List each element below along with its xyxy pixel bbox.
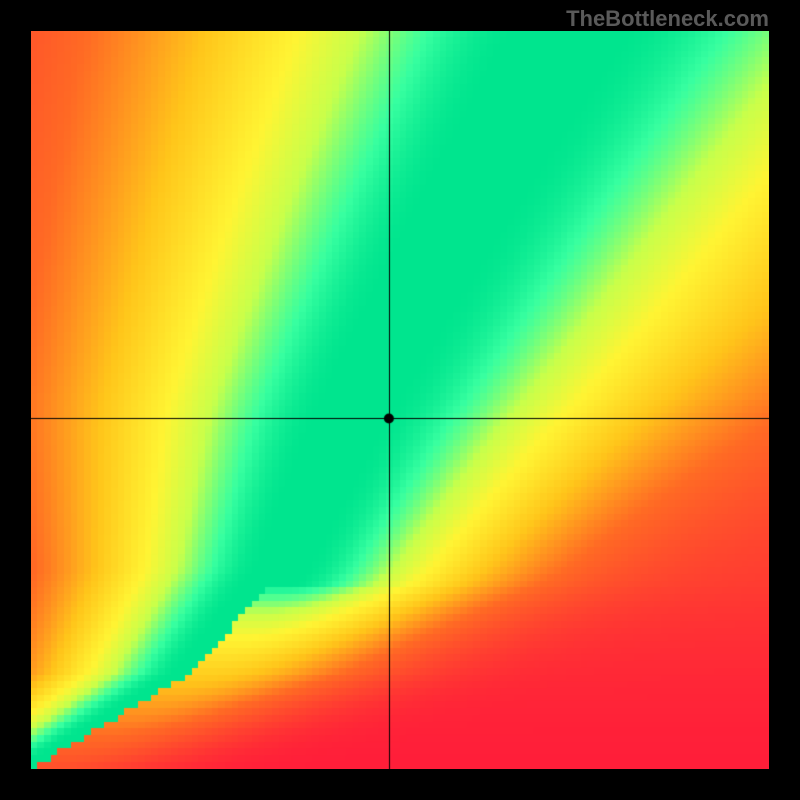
plot-area [31,31,769,769]
chart-frame: TheBottleneck.com [0,0,800,800]
watermark-label: TheBottleneck.com [566,6,769,32]
heatmap-canvas [31,31,769,769]
